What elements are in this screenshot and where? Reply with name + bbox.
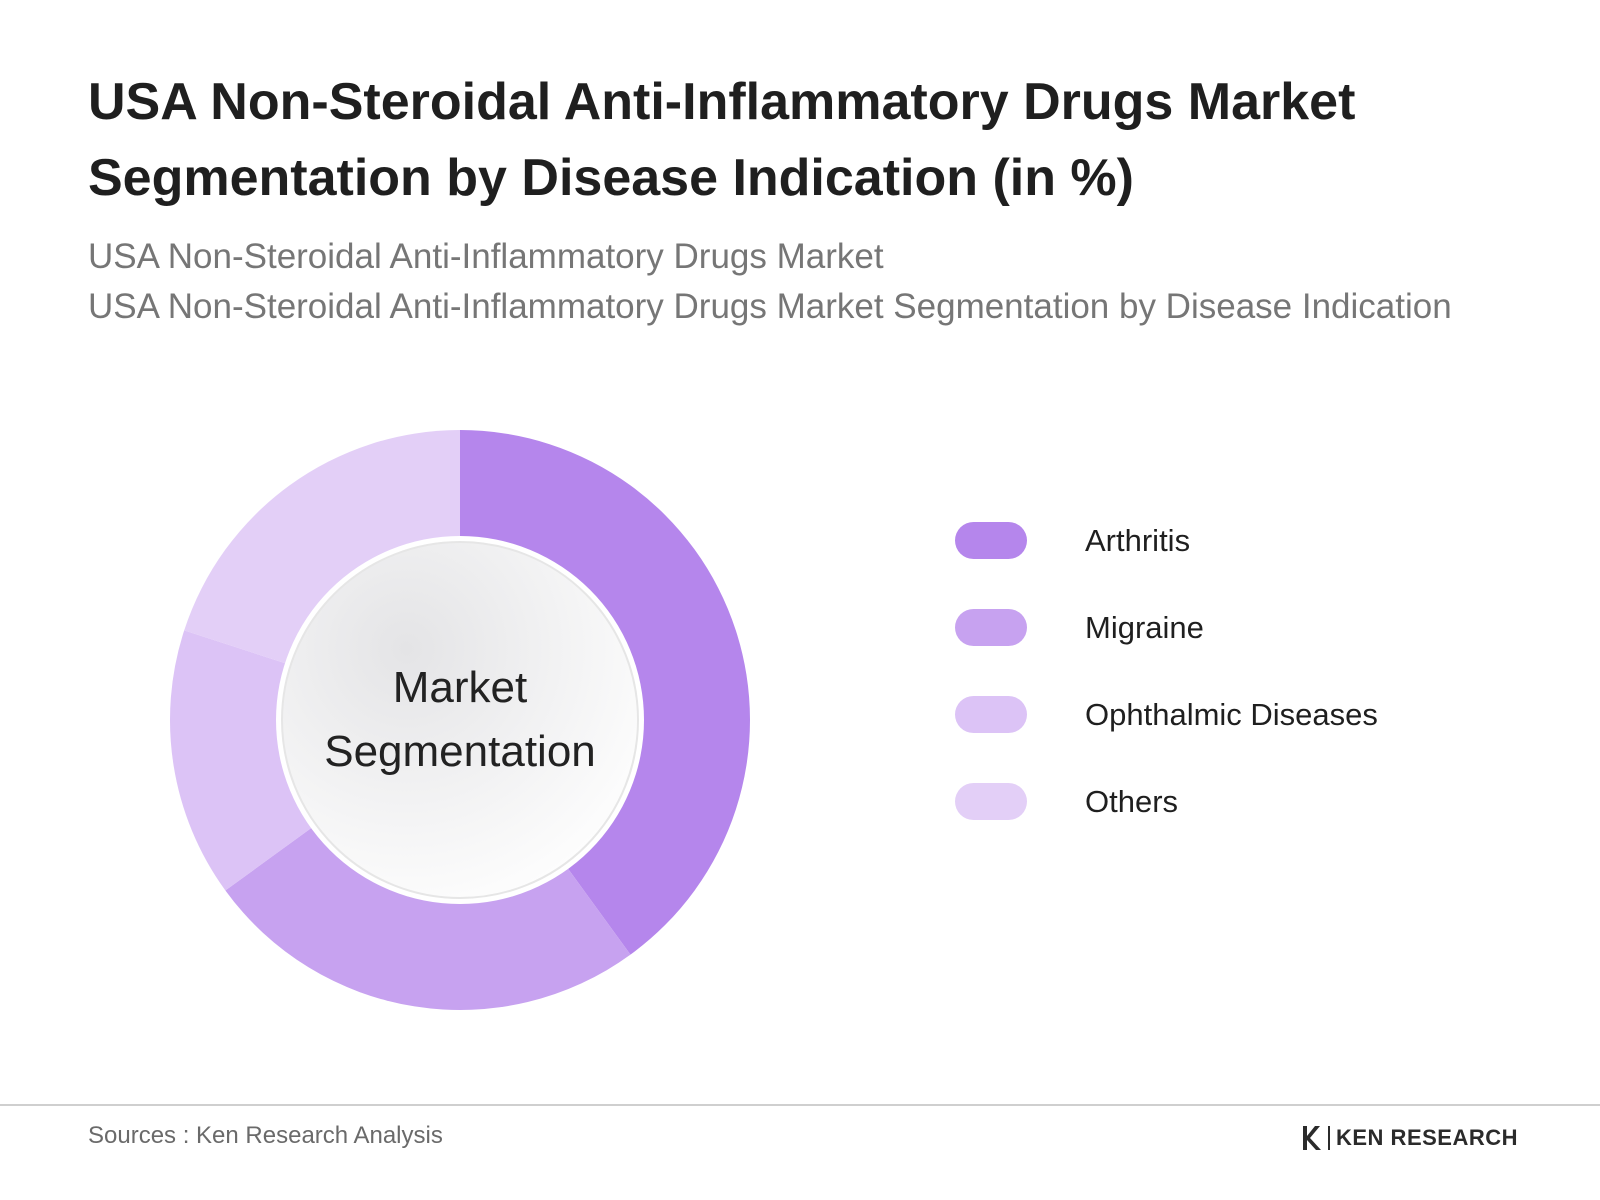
legend-swatch xyxy=(955,696,1027,733)
legend-label: Others xyxy=(1085,783,1179,819)
subtitle-line-2: USA Non-Steroidal Anti-Inflammatory Drug… xyxy=(88,287,1452,326)
source-note: Sources : Ken Research Analysis xyxy=(88,1122,443,1149)
legend-label: Ophthalmic Diseases xyxy=(1085,696,1378,732)
brand-name: KEN RESEARCH xyxy=(1336,1125,1519,1150)
legend-label: Arthritis xyxy=(1085,522,1191,558)
legend-item-others: Others xyxy=(955,783,1555,820)
legend-item-ophthalmic-diseases: Ophthalmic Diseases xyxy=(955,696,1555,733)
brand-logo: KEN RESEARCH xyxy=(1300,1124,1518,1152)
legend-swatch xyxy=(955,783,1027,820)
donut-hole xyxy=(281,541,639,899)
chart-subtitle: USA Non-Steroidal Anti-Inflammatory Drug… xyxy=(88,232,1488,332)
chart-title: USA Non-Steroidal Anti-Inflammatory Drug… xyxy=(88,73,1356,207)
legend-swatch xyxy=(955,609,1027,646)
donut-chart xyxy=(150,410,770,1030)
ken-research-logo-icon xyxy=(1303,1126,1321,1150)
legend: Arthritis Migraine Ophthalmic Diseases Othe… xyxy=(955,522,1555,870)
legend-swatch xyxy=(955,522,1027,559)
logo-separator xyxy=(1328,1126,1330,1150)
legend-item-migraine: Migraine xyxy=(955,609,1555,646)
footer-divider xyxy=(0,1104,1600,1106)
legend-label: Migraine xyxy=(1085,609,1204,645)
donut-chart-svg xyxy=(170,430,750,1010)
legend-item-arthritis: Arthritis xyxy=(955,522,1555,559)
subtitle-line-1: USA Non-Steroidal Anti-Inflammatory Drug… xyxy=(88,237,884,276)
